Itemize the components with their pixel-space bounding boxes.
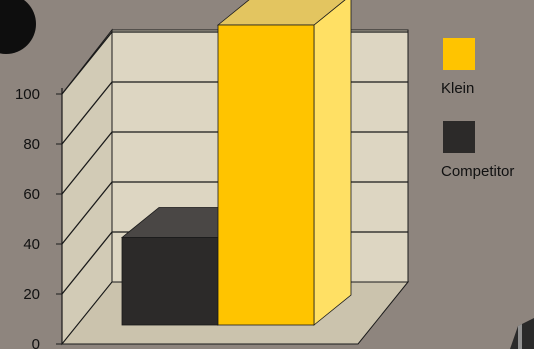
legend-swatch — [443, 121, 475, 153]
legend-swatch — [443, 38, 475, 70]
legend-item-klein: Klein — [441, 38, 475, 97]
bar-front — [217, 24, 315, 326]
y-tick-label: 80 — [23, 136, 40, 153]
y-axis-ticks: 0 20 40 60 80 100 — [15, 86, 63, 349]
bars — [120, 0, 352, 326]
legend-label: Klein — [441, 80, 474, 97]
badge-circle-icon — [0, 0, 36, 54]
bar-side — [313, 0, 352, 326]
bar-klein — [216, 0, 352, 326]
legend-item-competitor: Competitor — [441, 121, 514, 180]
y-tick-label: 100 — [15, 86, 40, 103]
bar-front — [121, 237, 219, 326]
y-tick-label: 60 — [23, 186, 40, 203]
y-tick-label: 40 — [23, 236, 40, 253]
y-tick-label: 0 — [32, 336, 40, 349]
legend: Klein Competitor — [441, 38, 514, 180]
corner-object-highlight — [518, 324, 522, 349]
y-tick-label: 20 — [23, 286, 40, 303]
legend-label: Competitor — [441, 163, 514, 180]
